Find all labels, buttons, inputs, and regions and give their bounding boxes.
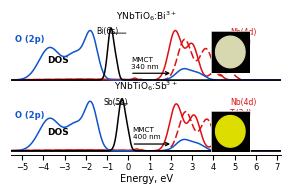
Text: Nb(4d)
Ti(3d): Nb(4d) Ti(3d) (230, 98, 257, 118)
Text: MMCT
340 nm: MMCT 340 nm (131, 57, 158, 70)
Text: Bi(6s): Bi(6s) (96, 27, 119, 36)
Text: MMCT
400 nm: MMCT 400 nm (133, 127, 160, 140)
Text: DOS: DOS (48, 56, 69, 65)
Text: O (2p): O (2p) (15, 111, 44, 120)
Polygon shape (216, 36, 245, 68)
Text: DOS: DOS (48, 128, 69, 137)
Title: YNbTiO$_6$:Bi$^{3+}$: YNbTiO$_6$:Bi$^{3+}$ (116, 9, 177, 23)
Text: O (2p): O (2p) (15, 35, 44, 44)
Polygon shape (216, 115, 245, 147)
X-axis label: Energy, eV: Energy, eV (120, 174, 173, 184)
Text: Sb(5s): Sb(5s) (104, 98, 128, 107)
Text: Nb(4d)
Ti(3d): Nb(4d) Ti(3d) (230, 28, 257, 47)
Title: YNbTiO$_6$:Sb$^{3+}$: YNbTiO$_6$:Sb$^{3+}$ (115, 80, 178, 93)
